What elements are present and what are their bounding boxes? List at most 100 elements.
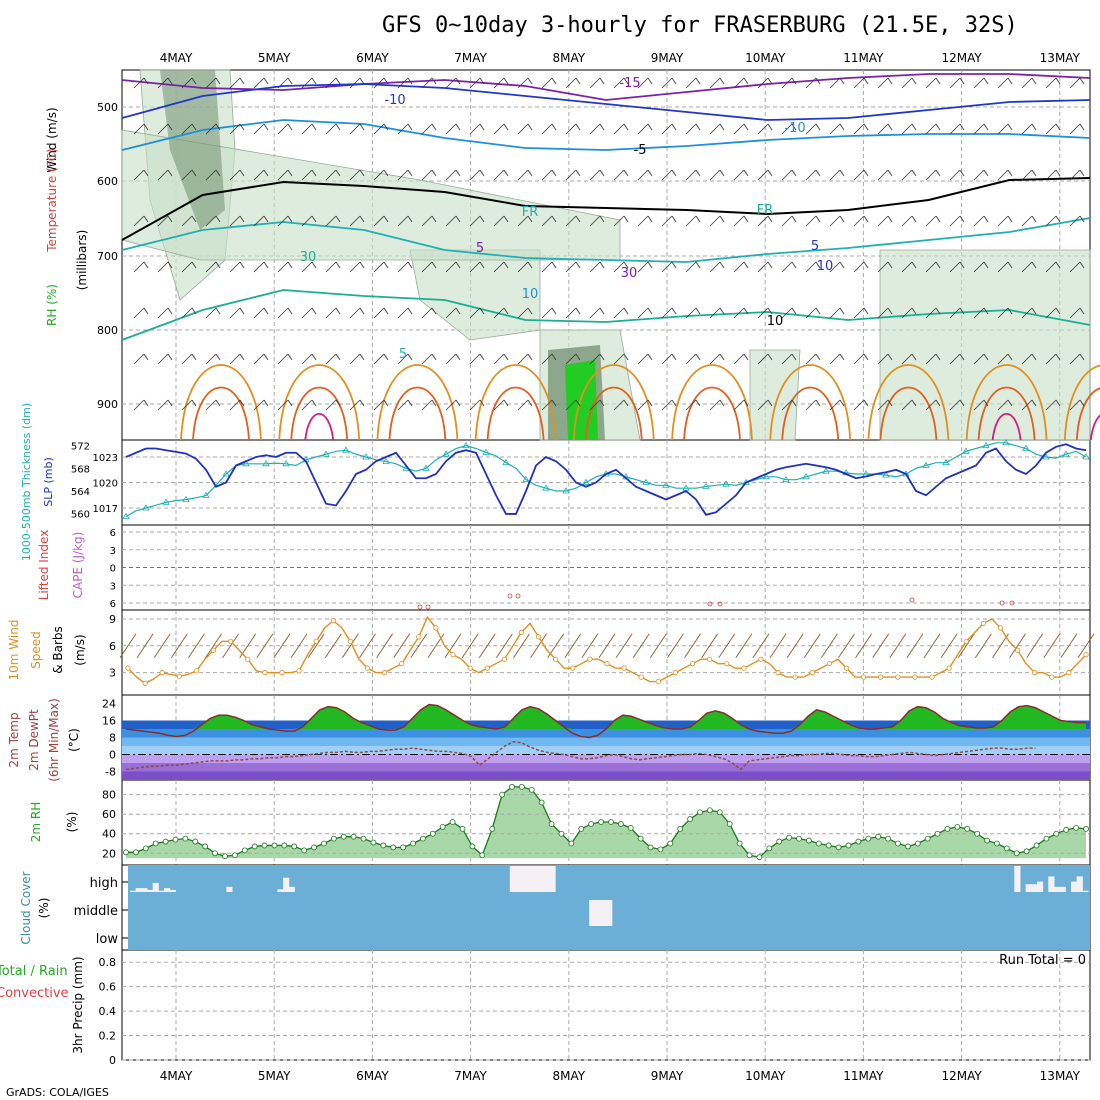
wind-barb bbox=[431, 307, 437, 315]
thickness-marker bbox=[242, 460, 250, 467]
wind-barb bbox=[541, 215, 553, 227]
temperature-contour-warm bbox=[867, 364, 950, 441]
wind-barb bbox=[229, 169, 241, 181]
pressure-tick-label: 600 bbox=[97, 175, 118, 188]
pressure-tick-label: 500 bbox=[97, 101, 118, 114]
wind-barb bbox=[613, 215, 625, 227]
date-tick-bottom: 6MAY bbox=[356, 1069, 389, 1083]
wind-barb bbox=[959, 307, 965, 315]
wind-barb bbox=[565, 399, 577, 411]
date-tick-top: 5MAY bbox=[258, 51, 291, 65]
rh-marker bbox=[647, 844, 654, 851]
wind-barb bbox=[1079, 353, 1085, 361]
cape-axis-label: CAPE (J/kg) bbox=[71, 532, 85, 599]
cloud-cover-bar-high bbox=[288, 886, 295, 892]
wind-barb bbox=[551, 215, 557, 223]
surface-wind-barb bbox=[1077, 633, 1095, 659]
surface-wind-barb bbox=[119, 633, 137, 659]
wind-barb bbox=[887, 261, 893, 269]
wind-barb bbox=[551, 77, 557, 85]
wind-barb bbox=[613, 261, 625, 273]
surface-wind-barb bbox=[461, 633, 479, 659]
rh-marker bbox=[578, 825, 585, 832]
rh-marker bbox=[855, 838, 862, 845]
rh-marker bbox=[984, 837, 990, 844]
wind-barb bbox=[661, 261, 673, 273]
wind-barb bbox=[455, 123, 461, 131]
slp-axis-label: SLP (mb) bbox=[42, 457, 55, 507]
wind-barb bbox=[623, 77, 629, 85]
wind-speed-marker bbox=[775, 670, 781, 676]
cape-tick-label: 3 bbox=[110, 581, 116, 592]
surface-wind-barb bbox=[889, 633, 907, 659]
wind-barb bbox=[445, 169, 457, 181]
wind-barb bbox=[349, 169, 361, 181]
wind-barb bbox=[1045, 215, 1057, 227]
wind-barb bbox=[719, 261, 725, 269]
lifted-index-marker bbox=[707, 601, 713, 607]
wind-barb bbox=[1007, 399, 1013, 407]
wind-barb bbox=[565, 261, 577, 273]
cloud-cover-bar-middle bbox=[600, 900, 607, 926]
wind-speed-marker bbox=[741, 665, 747, 671]
wind-speed-marker bbox=[210, 647, 217, 653]
wind-barb bbox=[325, 77, 337, 89]
rh-marker bbox=[162, 838, 169, 845]
wind-barb bbox=[565, 215, 577, 227]
wind-barb bbox=[589, 169, 601, 181]
wind-barb bbox=[925, 307, 937, 319]
wind-speed-marker bbox=[1032, 670, 1038, 676]
contour-label: -5 bbox=[634, 143, 647, 158]
wind-barb bbox=[853, 123, 865, 135]
rh-marker bbox=[231, 852, 238, 859]
wind-barb bbox=[805, 215, 817, 227]
wind-barb bbox=[973, 77, 985, 89]
wind-speed-marker bbox=[843, 665, 850, 671]
wind-barb bbox=[613, 123, 625, 135]
wind-barb bbox=[359, 169, 365, 177]
wind-speed-marker bbox=[689, 661, 696, 667]
wind-barb bbox=[863, 399, 869, 407]
wind-barb bbox=[887, 123, 893, 131]
wind-barb bbox=[1045, 353, 1057, 365]
wind-barb bbox=[229, 261, 241, 273]
wind-barb bbox=[205, 261, 217, 273]
rh-shading bbox=[409, 249, 541, 341]
wind-barb bbox=[623, 261, 629, 269]
wind-barb bbox=[1079, 399, 1085, 407]
wind-barb bbox=[719, 353, 725, 361]
wind-barb bbox=[469, 353, 481, 365]
wind-barb bbox=[479, 123, 485, 131]
rh-marker bbox=[766, 845, 773, 852]
temperature-contour-hot bbox=[1089, 414, 1100, 441]
wind-barb bbox=[191, 399, 197, 407]
wind-barb bbox=[239, 169, 245, 177]
temperature-contour bbox=[121, 289, 1091, 341]
contour-label: FR bbox=[757, 203, 774, 218]
rh-marker bbox=[875, 833, 882, 840]
surface-wind-barb bbox=[838, 633, 855, 659]
wind-barb bbox=[853, 399, 865, 411]
rh-marker bbox=[509, 783, 515, 790]
wind-barb bbox=[407, 123, 413, 131]
wind-barb bbox=[733, 307, 745, 319]
rh-marker bbox=[815, 840, 822, 847]
temperature-band bbox=[122, 754, 1090, 763]
wind-barb bbox=[815, 215, 821, 223]
wind-barb bbox=[229, 77, 241, 89]
wind-barb bbox=[349, 399, 361, 411]
wind-barb bbox=[335, 307, 341, 315]
temperature-axis-label: Temperature (°C) bbox=[45, 148, 59, 253]
wind-barb bbox=[191, 77, 197, 85]
thickness-marker bbox=[1042, 453, 1050, 460]
slp-tick-label: 1020 bbox=[93, 479, 118, 490]
temperature-contour-hot bbox=[304, 412, 335, 441]
rh-marker bbox=[637, 835, 644, 842]
wind-barb bbox=[839, 77, 845, 85]
wind-barb bbox=[935, 261, 941, 269]
wind-barb bbox=[407, 261, 413, 269]
wind-barb bbox=[1007, 215, 1013, 223]
wind-barb bbox=[335, 77, 341, 85]
rh-marker bbox=[627, 824, 634, 831]
wind-barb bbox=[157, 123, 169, 135]
